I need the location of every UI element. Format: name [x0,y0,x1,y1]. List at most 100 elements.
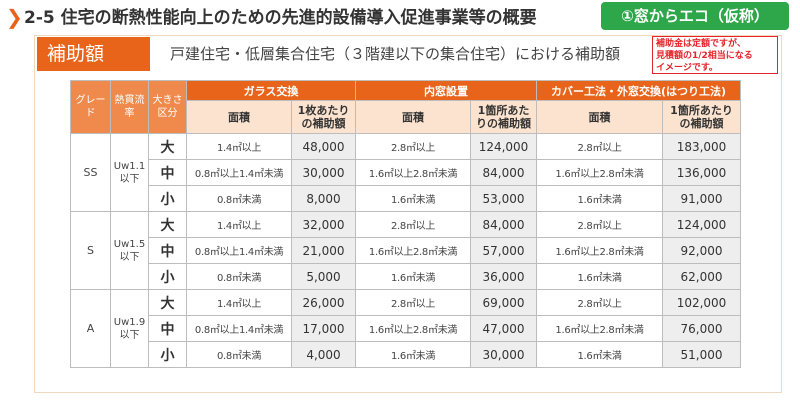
table-row: SS Uw1.1以下大 1.4㎡以上 48,000 2.8㎡以上 124,000 2.8㎡以… [70,133,741,212]
subsidy-note-line: 見積額の1/2相当になる [656,51,753,61]
subheader-amount-text: 1箇所あたりの補助額 [670,104,733,130]
column-header-size: 大きさ区分 [148,80,187,134]
amount-cell: 102,000 [662,289,741,316]
subheader-amount-text: 1箇所あたりの補助額 [476,104,531,130]
area-cell: 1.6㎡未満 [355,341,471,368]
amount-cell: 17,000 [291,315,356,342]
area-cell: 1.6㎡以上2.8㎡未満 [536,159,663,186]
amount-cell: 8,000 [291,185,356,212]
subheader-amount: 1箇所あたりの補助額 [470,100,537,134]
area-cell: 1.6㎡未満 [355,185,471,212]
subsidy-note-line: イメージです。 [656,63,718,73]
amount-cell: 26,000 [291,289,356,316]
size-cell: 小 [148,341,187,368]
area-cell: 1.4㎡以上 [186,133,292,160]
chevron-right-icon: ❯ [6,5,23,29]
amount-cell: 30,000 [291,159,356,186]
grade-cell: SS [70,133,111,212]
grade-cell: A [70,289,111,368]
area-cell: 1.6㎡以上2.8㎡未満 [536,237,663,264]
subheader-amount-text: 1枚あたりの補助額 [297,104,350,130]
amount-cell: 32,000 [291,211,356,238]
subheader-area: 面積 [536,100,663,134]
amount-cell: 53,000 [470,185,537,212]
table-row: 小 0.8㎡未満 8,000 1.6㎡未満 53,000 1.6㎡未満 91,000 [71,185,741,212]
table-row: 中 0.8㎡以上1.4㎡未満 17,000 1.6㎡以上2.8㎡未満 47,000 1.6… [71,315,741,342]
amount-cell: 62,000 [662,263,741,290]
size-cell: 大 [148,211,187,238]
area-cell: 2.8㎡以上 [355,211,471,238]
subheader-amount: 1箇所あたりの補助額 [662,100,741,134]
amount-cell: 48,000 [291,133,356,160]
area-cell: 0.8㎡未満 [186,341,292,368]
amount-cell: 183,000 [662,133,741,160]
area-cell: 1.4㎡以上 [186,289,292,316]
area-cell: 1.6㎡未満 [536,341,663,368]
grade-cell: S [70,211,111,290]
area-cell: 0.8㎡以上1.4㎡未満 [186,315,292,342]
table-row: 小 0.8㎡未満 4,000 1.6㎡未満 30,000 1.6㎡未満 51,000 [71,341,741,368]
area-cell: 1.4㎡以上 [186,211,292,238]
amount-cell: 47,000 [470,315,537,342]
area-cell: 0.8㎡以上1.4㎡未満 [186,159,292,186]
area-cell: 0.8㎡以上1.4㎡未満 [186,237,292,264]
amount-cell: 69,000 [470,289,537,316]
area-cell: 0.8㎡未満 [186,263,292,290]
amount-cell: 5,000 [291,263,356,290]
area-cell: 1.6㎡以上2.8㎡未満 [355,315,471,342]
amount-cell: 92,000 [662,237,741,264]
amount-cell: 51,000 [662,341,741,368]
size-cell: 小 [148,185,187,212]
area-cell: 2.8㎡以上 [355,133,471,160]
area-cell: 2.8㎡以上 [536,133,663,160]
size-cell: 大 [148,289,187,316]
area-cell: 2.8㎡以上 [536,211,663,238]
table-row: 中 0.8㎡以上1.4㎡未満 21,000 1.6㎡以上2.8㎡未満 57,000 1.6… [71,237,741,264]
column-header-grade: グレード [70,80,111,134]
area-cell: 1.6㎡未満 [536,185,663,212]
size-cell: 中 [148,159,187,186]
subheader-area: 面積 [355,100,471,134]
subsidy-note-line: 補助金は定額ですが、 [656,39,746,49]
amount-cell: 124,000 [470,133,537,160]
area-cell: 2.8㎡以上 [355,289,471,316]
area-cell: 1.6㎡未満 [355,263,471,290]
size-cell: 大 [148,133,187,160]
table-row: A Uw1.9以下大 1.4㎡以上 26,000 2.8㎡以上 69,000 2.8㎡以上 1… [70,289,741,368]
group-header-cover-method: カバー工法・外窓交換(はつり工法) [536,80,741,101]
page-title: 2-5 住宅の断熱性能向上のための先進的設備導入促進事業等の概要 [24,8,537,28]
area-cell: 1.6㎡未満 [536,263,663,290]
amount-cell: 21,000 [291,237,356,264]
amount-cell: 4,000 [291,341,356,368]
amount-cell: 76,000 [662,315,741,342]
subheader-area: 面積 [186,100,292,134]
amount-cell: 124,000 [662,211,741,238]
area-cell: 1.6㎡以上2.8㎡未満 [355,237,471,264]
amount-cell: 136,000 [662,159,741,186]
area-cell: 0.8㎡未満 [186,185,292,212]
group-header-inner-window: 内窓設置 [355,80,537,101]
amount-cell: 84,000 [470,159,537,186]
u-value-cell: Uw1.9以下 [110,289,149,368]
subsidy-note: 補助金は定額ですが、 見積額の1/2相当になる イメージです。 [652,36,778,74]
amount-cell: 57,000 [470,237,537,264]
content-frame [34,35,782,393]
amount-cell: 36,000 [470,263,537,290]
amount-cell: 84,000 [470,211,537,238]
u-value-cell: Uw1.5以下 [110,211,149,290]
section-tab: 補助額 [37,37,150,71]
table-row: 小 0.8㎡未満 5,000 1.6㎡未満 36,000 1.6㎡未満 62,000 [71,263,741,290]
area-cell: 1.6㎡以上2.8㎡未満 [536,315,663,342]
size-cell: 中 [148,237,187,264]
size-cell: 中 [148,315,187,342]
column-header-u-value: 熱貫流率 [110,80,149,134]
subheader-amount: 1枚あたりの補助額 [291,100,356,134]
u-value-cell: Uw1.1以下 [110,133,149,212]
table-row: 中 0.8㎡以上1.4㎡未満 30,000 1.6㎡以上2.8㎡未満 84,000 1.6… [71,159,741,186]
group-header-glass: ガラス交換 [186,80,356,101]
program-badge: ①窓からエコ（仮称） [601,2,789,30]
amount-cell: 91,000 [662,185,741,212]
table-row: S Uw1.5以下大 1.4㎡以上 32,000 2.8㎡以上 84,000 2.8㎡以上 1… [70,211,741,290]
area-cell: 2.8㎡以上 [536,289,663,316]
size-cell: 小 [148,263,187,290]
